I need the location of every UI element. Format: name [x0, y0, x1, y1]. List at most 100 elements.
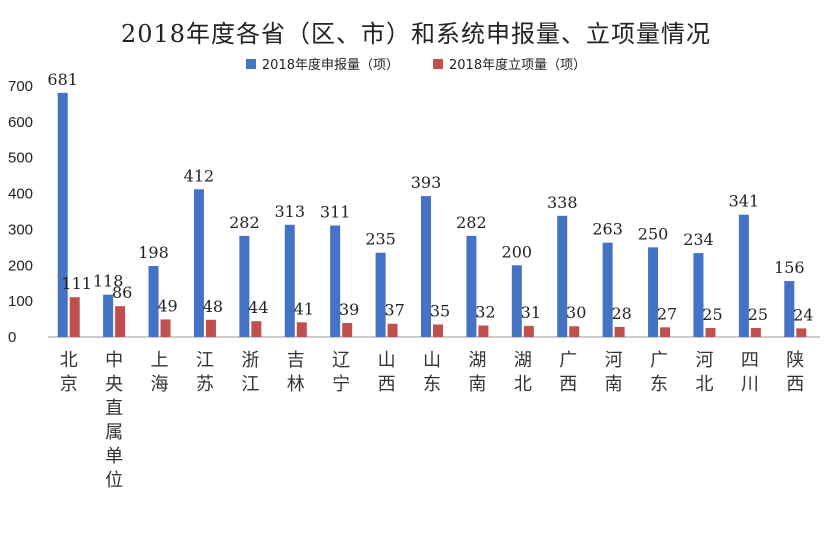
data-label-approved: 24 — [793, 305, 813, 324]
data-label-applications: 235 — [365, 230, 396, 249]
x-category-label: 河北 — [695, 350, 713, 395]
x-category-label: 吉林 — [287, 350, 305, 395]
bar-applications — [193, 189, 204, 337]
bar-applications — [421, 196, 431, 337]
bar-approved — [342, 323, 353, 337]
data-label-approved: 25 — [702, 305, 722, 324]
bar-approved — [750, 328, 761, 337]
data-label-applications: 118 — [93, 272, 124, 291]
bar-applications — [784, 281, 795, 337]
y-tick-label: 100 — [8, 293, 33, 310]
data-label-applications: 250 — [638, 224, 669, 243]
bar-approved — [523, 325, 534, 337]
y-tick-label: 600 — [8, 114, 33, 131]
bar-approved — [205, 319, 216, 337]
bar-approved — [478, 325, 489, 337]
y-tick-label: 700 — [8, 78, 33, 95]
data-label-applications: 200 — [502, 242, 533, 261]
y-tick-label: 0 — [8, 329, 16, 346]
bar-applications — [557, 215, 568, 337]
bar-applications — [466, 235, 477, 337]
x-category-label: 湖北 — [514, 350, 532, 395]
data-label-applications: 311 — [320, 202, 351, 221]
bar-approved — [796, 328, 807, 337]
data-label-applications: 341 — [729, 192, 760, 211]
bar-applications — [103, 294, 114, 337]
x-category-label: 江苏 — [196, 350, 214, 395]
data-label-applications: 412 — [184, 166, 215, 185]
bar-approved — [660, 327, 671, 337]
data-label-applications: 282 — [456, 213, 487, 232]
x-category-label: 山西 — [378, 350, 396, 395]
data-label-applications: 681 — [47, 70, 78, 89]
legend-item-approved: 2018年度立项量（项） — [433, 54, 586, 73]
x-category-label: 湖南 — [468, 350, 486, 395]
bar-approved — [705, 328, 716, 337]
bar-approved — [569, 326, 580, 337]
x-category-label: 广西 — [559, 350, 577, 395]
x-category-label: 四川 — [741, 350, 759, 395]
bar-applications — [738, 214, 749, 337]
bar-applications — [148, 266, 159, 337]
bar-applications — [693, 253, 704, 337]
data-label-approved: 111 — [61, 274, 92, 293]
x-category-label: 山东 — [423, 350, 441, 395]
data-label-approved: 27 — [657, 304, 677, 323]
data-label-approved: 41 — [294, 299, 314, 318]
data-label-approved: 28 — [611, 304, 631, 323]
x-category-label: 辽宁 — [332, 350, 350, 395]
data-label-approved: 48 — [203, 297, 223, 316]
x-category-label: 陕西 — [786, 350, 804, 395]
bar-approved — [251, 321, 262, 337]
data-label-applications: 263 — [592, 220, 623, 239]
data-label-approved: 49 — [157, 296, 177, 315]
x-category-label: 浙江 — [241, 350, 259, 395]
bar-applications — [648, 247, 659, 337]
data-label-approved: 37 — [384, 301, 404, 320]
x-category-label: 河南 — [605, 350, 623, 395]
bar-approved — [69, 297, 80, 337]
data-label-approved: 44 — [248, 298, 268, 317]
data-label-applications: 282 — [229, 213, 260, 232]
y-tick-label: 300 — [8, 221, 33, 238]
data-label-approved: 25 — [748, 305, 768, 324]
bar-approved — [614, 326, 625, 337]
data-label-applications: 156 — [774, 258, 805, 277]
bar-applications — [330, 225, 341, 337]
data-label-applications: 198 — [138, 243, 169, 262]
bar-applications — [57, 92, 68, 337]
data-label-approved: 35 — [430, 301, 450, 320]
legend-label-applications: 2018年度申报量（项） — [261, 58, 399, 73]
data-label-approved: 32 — [475, 303, 495, 322]
data-label-approved: 86 — [112, 283, 132, 302]
bar-approved — [115, 306, 126, 337]
data-label-applications: 393 — [411, 173, 442, 192]
bar-approved — [160, 319, 171, 337]
data-label-approved: 30 — [566, 303, 586, 322]
legend-label-approved: 2018年度立项量（项） — [449, 58, 587, 73]
data-label-applications: 313 — [274, 202, 305, 221]
bar-approved — [387, 323, 398, 337]
data-label-applications: 234 — [683, 230, 714, 249]
legend-swatch-applications — [245, 58, 256, 69]
legend-item-applications: 2018年度申报量（项） — [245, 54, 399, 73]
data-label-approved: 39 — [339, 300, 359, 319]
bar-applications — [511, 265, 522, 337]
bar-applications — [602, 242, 613, 337]
bar-approved — [296, 322, 307, 337]
bar-applications — [375, 252, 386, 337]
data-label-applications: 338 — [547, 193, 578, 212]
y-tick-label: 500 — [8, 150, 33, 167]
legend-swatch-approved — [433, 58, 443, 69]
x-category-label: 广东 — [650, 350, 668, 395]
x-category-label: 上海 — [151, 350, 169, 395]
y-tick-label: 200 — [8, 257, 33, 274]
x-category-label: 北京 — [60, 350, 78, 395]
bar-applications — [239, 235, 250, 337]
y-tick-label: 400 — [8, 186, 33, 203]
data-label-approved: 31 — [521, 303, 541, 322]
legend: 2018年度申报量（项） 2018年度立项量（项） — [0, 54, 832, 73]
bar-applications — [284, 224, 295, 337]
chart-title: 2018年度各省（区、市）和系统申报量、立项量情况 — [120, 20, 712, 48]
x-category-label: 中央直属单位 — [105, 350, 123, 491]
